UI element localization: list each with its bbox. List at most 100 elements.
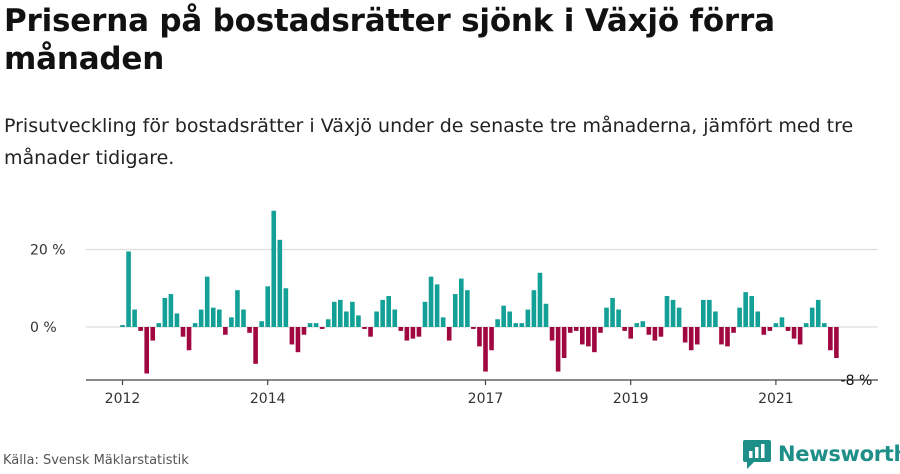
bar bbox=[743, 292, 748, 328]
bar bbox=[803, 323, 809, 328]
bar bbox=[392, 309, 398, 327]
bar bbox=[265, 286, 270, 327]
bar bbox=[235, 290, 240, 327]
bar bbox=[483, 327, 488, 372]
bar bbox=[253, 327, 258, 364]
bar bbox=[380, 299, 385, 328]
bar bbox=[809, 307, 815, 328]
bar bbox=[610, 297, 615, 327]
bar bbox=[598, 327, 603, 333]
bar bbox=[174, 313, 180, 327]
chart-title: Priserna på bostadsrätter sjönk i Växjö … bbox=[4, 3, 775, 77]
bar bbox=[471, 327, 476, 329]
bar bbox=[459, 278, 464, 327]
bar bbox=[634, 323, 640, 328]
bar bbox=[422, 301, 428, 327]
bar bbox=[664, 296, 670, 327]
bar bbox=[658, 327, 664, 337]
bar bbox=[749, 296, 754, 327]
bar bbox=[386, 296, 391, 327]
bar bbox=[150, 327, 156, 341]
bar bbox=[652, 327, 658, 341]
bar bbox=[198, 309, 204, 327]
bar bbox=[277, 239, 283, 327]
bar bbox=[138, 327, 143, 331]
bar bbox=[815, 299, 821, 328]
bar bbox=[489, 327, 494, 351]
brand-name: Newsworthy bbox=[778, 442, 900, 466]
bar bbox=[368, 327, 373, 337]
y-tick-label: 0 % bbox=[30, 320, 57, 336]
bar bbox=[628, 327, 633, 339]
bar bbox=[707, 299, 712, 328]
bar bbox=[537, 272, 543, 327]
bar bbox=[204, 276, 210, 328]
bar bbox=[313, 323, 319, 328]
bars bbox=[120, 210, 839, 374]
bar bbox=[495, 319, 500, 327]
x-tick-label: 2021 bbox=[758, 391, 794, 407]
bar bbox=[307, 323, 313, 328]
bar bbox=[331, 301, 337, 327]
bar bbox=[543, 303, 549, 327]
bar bbox=[398, 327, 404, 331]
bar bbox=[719, 327, 724, 345]
bar bbox=[162, 297, 168, 327]
bar bbox=[325, 319, 331, 327]
bar bbox=[180, 327, 186, 337]
bar bbox=[682, 327, 688, 343]
bar bbox=[156, 323, 162, 328]
bar bbox=[440, 317, 446, 327]
bar bbox=[259, 321, 264, 327]
bar bbox=[356, 315, 361, 328]
bar bbox=[761, 327, 767, 335]
bar bbox=[713, 311, 718, 327]
bar bbox=[676, 307, 682, 328]
bar bbox=[525, 309, 531, 327]
bar bbox=[465, 290, 470, 327]
bar bbox=[755, 311, 761, 327]
bar bbox=[446, 327, 452, 341]
bar bbox=[295, 327, 301, 353]
bar bbox=[289, 327, 295, 345]
source-note: Källa: Svensk Mäklarstatistik bbox=[3, 453, 189, 468]
bar bbox=[646, 327, 652, 335]
bar bbox=[229, 317, 234, 327]
bar bbox=[416, 327, 422, 337]
bar bbox=[168, 294, 174, 327]
bar bbox=[834, 327, 839, 358]
bar bbox=[737, 307, 742, 328]
bar bbox=[701, 299, 706, 328]
bar bbox=[374, 311, 379, 327]
bar bbox=[573, 327, 579, 331]
bar bbox=[622, 327, 627, 331]
bar bbox=[452, 294, 458, 327]
bar bbox=[797, 327, 803, 345]
bar bbox=[247, 327, 252, 333]
bar bbox=[350, 301, 355, 327]
bar bbox=[126, 251, 131, 327]
bar bbox=[555, 327, 561, 372]
bar bbox=[404, 327, 410, 341]
bar bbox=[192, 323, 198, 328]
bar-chart: 20 % 0 % 2012 2014 2017 2019 2021 -8 % bbox=[30, 210, 878, 407]
x-tick-label: 2012 bbox=[105, 391, 141, 407]
bar bbox=[283, 288, 289, 327]
bar bbox=[410, 327, 416, 339]
bar bbox=[223, 327, 228, 335]
bar bbox=[549, 327, 555, 341]
bar bbox=[344, 311, 349, 327]
bar bbox=[779, 317, 785, 327]
brand-logo: Newsworthy bbox=[742, 438, 900, 470]
last-value-label: -8 % bbox=[841, 373, 873, 389]
bar bbox=[531, 290, 537, 327]
x-tick-label: 2014 bbox=[250, 391, 286, 407]
bar bbox=[434, 284, 440, 328]
bar bbox=[144, 327, 149, 374]
bar bbox=[694, 327, 700, 345]
x-tick-label: 2019 bbox=[613, 391, 649, 407]
bar bbox=[301, 327, 307, 335]
x-tick-label: 2017 bbox=[468, 391, 504, 407]
bar bbox=[519, 323, 525, 328]
bar bbox=[670, 299, 676, 328]
